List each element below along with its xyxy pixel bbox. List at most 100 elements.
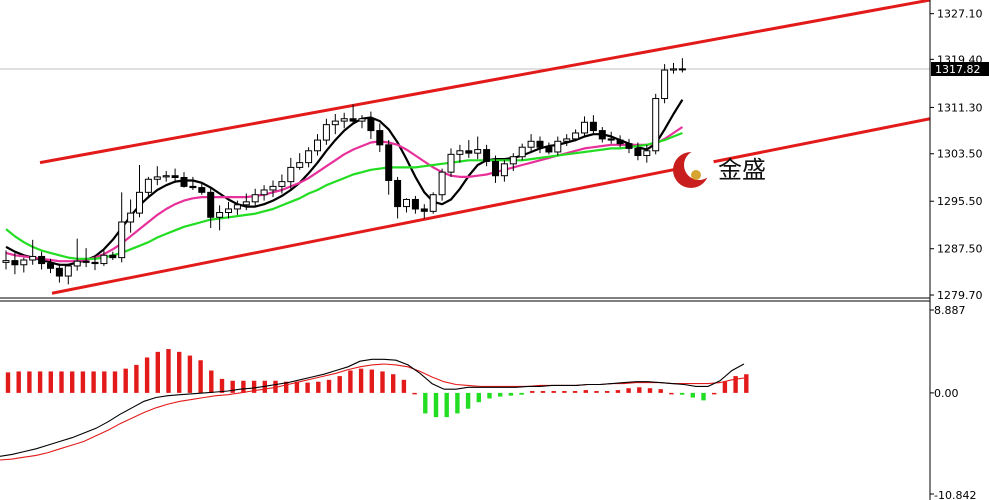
candle-body [554,140,562,153]
macd-bar [412,392,417,395]
candle [518,143,526,161]
candle [287,157,295,189]
macd-bar [241,380,246,393]
signal-line [0,363,745,461]
macd-tick-label: -10.842 [934,489,976,500]
candle-body [242,201,250,206]
candle-body [198,187,206,193]
candle [447,148,455,177]
candle [296,153,304,170]
macd-bar [337,376,342,393]
candle [385,140,393,195]
macd-bar [91,371,96,393]
macd-bar [615,390,621,393]
candle-body [634,147,642,157]
candle-body [492,160,499,177]
candle [118,192,126,263]
macd-bar [562,391,567,393]
candle-body [376,130,384,146]
price-tick-label: 1311.30 [937,101,983,114]
price-tick-label: 1327.10 [937,8,983,21]
candle [545,142,553,155]
macd-bar [519,392,524,395]
candle-body [607,138,615,141]
candle-body [678,68,686,71]
candle [607,131,615,144]
candle-body [189,185,197,189]
candle-body [447,153,455,173]
candle [64,263,72,285]
candle [11,252,19,275]
candle-body [233,204,241,210]
candle-body [625,143,633,149]
candle [527,134,535,151]
candle [643,144,651,163]
macd-bar [273,380,278,393]
macd-bar [433,392,439,418]
macd-bar [144,357,150,393]
candle [652,93,660,155]
candle-body [643,150,651,157]
candle [340,112,348,129]
candle-body [456,150,464,155]
candle-body [340,118,348,122]
candle [82,248,90,268]
candle [144,176,152,199]
macd-bar [316,381,321,393]
candle-body [278,181,286,187]
macd-bar [401,379,407,393]
macd-bar [177,351,182,393]
candle-body [118,221,126,259]
macd-bar [637,387,642,393]
macd-bar [80,371,86,393]
macd-bar [209,370,214,393]
macd-bar [5,372,11,393]
candle-body [38,255,46,265]
macd-bar [27,371,32,393]
candle [91,255,99,271]
macd-bar [444,392,449,418]
candle-body [153,176,161,180]
candle [331,113,339,135]
candle [394,176,402,219]
candle-body [403,198,410,208]
macd-bar [16,371,21,393]
candle [554,136,562,156]
candle [136,165,143,218]
candle [411,195,419,214]
candle-body [11,260,19,266]
macd-tick-label: 8.887 [934,304,966,317]
macd-bar [722,381,728,393]
candle [73,238,81,271]
candle-body [251,194,259,203]
candle-body [91,261,99,265]
macd-bar [498,392,503,397]
candle-body [572,132,580,140]
macd-bar [540,391,546,393]
macd-bar [70,371,75,393]
macd-bar [423,392,428,414]
price-tick-label: 1279.70 [937,289,983,302]
candle-body [162,175,170,178]
macd-bar [59,371,64,393]
candle [171,168,179,183]
candle-body [509,156,517,165]
logo: 金盛 [673,150,766,188]
candle [358,115,366,129]
macd-bar [102,371,107,393]
candle-body [536,140,544,148]
candle-body [500,163,508,177]
candle-body [55,267,63,277]
candle [225,201,232,219]
macd-bar [669,392,674,395]
candle-body [598,130,606,140]
macd-bar [572,391,578,393]
candle-body [581,121,588,134]
candle-body [82,260,90,263]
macd-bar [583,390,588,393]
candle-body [73,260,81,267]
current-price-label: 1317.82 [931,62,989,76]
candle [661,64,669,104]
candle [616,135,624,148]
